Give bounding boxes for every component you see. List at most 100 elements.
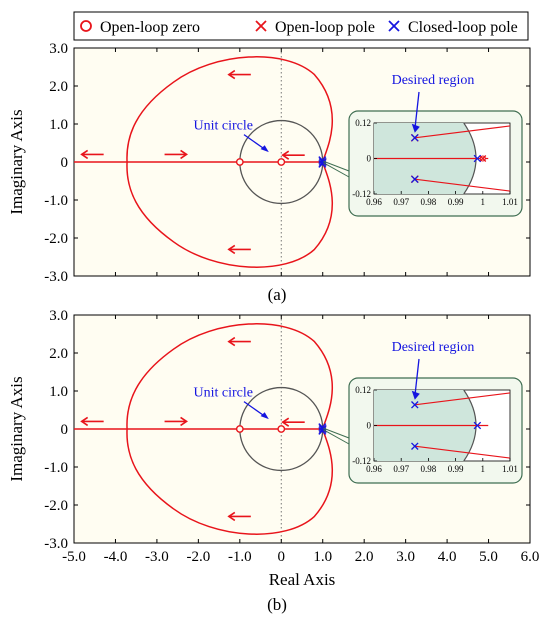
legend-item: Closed-loop pole bbox=[388, 19, 518, 36]
y-tick-label: 0 bbox=[61, 422, 69, 438]
inset-closed-pole-marker bbox=[411, 401, 419, 409]
legend-label: Open-loop pole bbox=[275, 19, 375, 36]
y-tick-label: -1.0 bbox=[44, 460, 68, 476]
y-tick-label: 2.0 bbox=[49, 79, 68, 95]
open-loop-zero-marker bbox=[235, 425, 244, 433]
x-tick-label: 0 bbox=[278, 549, 286, 565]
root-locus-curve bbox=[126, 56, 333, 268]
locus-arrow bbox=[281, 417, 305, 427]
legend-zero-marker bbox=[80, 20, 92, 32]
desired-region-label: Desired region bbox=[392, 340, 475, 355]
inset-y-tick-label: 0.12 bbox=[355, 118, 371, 128]
desired-region-label: Desired region bbox=[392, 73, 475, 88]
x-tick-label: 1.0 bbox=[313, 549, 332, 565]
inset-y-tick-label: 0 bbox=[367, 421, 372, 431]
inset-connector bbox=[323, 160, 350, 172]
inset-x-tick-label: 0.97 bbox=[393, 464, 409, 474]
panel-caption: (b) bbox=[267, 595, 287, 614]
y-tick-label: 0 bbox=[61, 155, 69, 171]
x-tick-label: 3.0 bbox=[396, 549, 415, 565]
inset-zoom: 0.96 0.97 0.98 0.99 1 1.01 0.12 0 -0.12 bbox=[323, 377, 523, 484]
y-tick-label: 3.0 bbox=[49, 308, 68, 324]
y-tick-label: 1.0 bbox=[49, 117, 68, 133]
legend-closed-pole-marker bbox=[388, 20, 400, 32]
inset-connector bbox=[323, 427, 350, 439]
panel-caption: (a) bbox=[268, 285, 287, 304]
unit-circle-arrow bbox=[243, 401, 269, 420]
inset-connector bbox=[323, 429, 350, 445]
legend-item: Open-loop pole bbox=[255, 19, 375, 36]
chart-panel: 3.02.01.00-1.0-2.0-3.0-5.0 -4.0 -3.0 -2.0 -1… bbox=[7, 308, 539, 614]
open-loop-zero-marker bbox=[235, 158, 244, 166]
closed-loop-pole-marker bbox=[318, 424, 327, 434]
root-locus-curve bbox=[126, 323, 333, 535]
inset-connector bbox=[323, 162, 350, 178]
legend-item: Open-loop zero bbox=[80, 19, 200, 36]
x-tick-label: 6.0 bbox=[521, 549, 540, 565]
inset-x-tick-label: 1 bbox=[481, 464, 486, 474]
chart-panel: 3.0 2.0 1.0 0 -1.0 -2.0 -3.0 Imaginary Axis (a) U… bbox=[7, 41, 531, 304]
y-tick-label: -2.0 bbox=[44, 498, 68, 514]
inset-y-tick-label: -0.12 bbox=[352, 456, 371, 466]
x-tick-label: -4.0 bbox=[104, 549, 128, 565]
x-axis-label: Real Axis bbox=[269, 570, 336, 589]
unit-circle-label: Unit circle bbox=[193, 119, 252, 134]
inset-closed-pole-marker bbox=[411, 442, 419, 450]
inset-zoom: 0.96 0.97 0.98 0.99 1 1.01 0.12 0 -0.12 bbox=[323, 110, 523, 217]
inset-x-tick-label: 1 bbox=[481, 197, 486, 207]
y-tick-label: -3.0 bbox=[44, 536, 68, 552]
inset-x-tick-label: 0.97 bbox=[393, 197, 409, 207]
y-tick-label: 3.0 bbox=[49, 41, 68, 57]
locus-arrow bbox=[164, 416, 189, 427]
y-tick-label: -3.0 bbox=[44, 269, 68, 285]
inset-branch bbox=[414, 392, 511, 406]
inset-y-tick-label: 0.12 bbox=[355, 385, 371, 395]
unit-circle-arrow bbox=[243, 134, 269, 153]
desired-region-arrow bbox=[411, 91, 420, 133]
y-tick-label: 1.0 bbox=[49, 384, 68, 400]
inset-x-tick-label: 0.98 bbox=[421, 464, 437, 474]
closed-loop-pole-marker bbox=[318, 157, 327, 167]
inset-y-tick-label: -0.12 bbox=[352, 189, 371, 199]
x-tick-label: 5.0 bbox=[479, 549, 498, 565]
locus-arrow bbox=[227, 244, 251, 255]
x-tick-label: -5.0 bbox=[62, 549, 86, 565]
y-axis-label: Imaginary Axis bbox=[7, 109, 26, 214]
locus-arrow bbox=[227, 511, 251, 522]
inset-x-tick-label: 0.98 bbox=[421, 197, 437, 207]
locus-arrow bbox=[164, 149, 189, 160]
inset-branch bbox=[414, 178, 511, 192]
x-tick-label: 4.0 bbox=[438, 549, 457, 565]
desired-region-arrow bbox=[411, 358, 420, 400]
inset-closed-pole-marker bbox=[411, 134, 419, 142]
locus-arrow bbox=[80, 416, 104, 427]
legend-label: Open-loop zero bbox=[100, 19, 200, 36]
inset-x-tick-label: 1.01 bbox=[502, 197, 518, 207]
open-loop-zero-marker bbox=[277, 158, 286, 166]
inset-x-tick-label: 1.01 bbox=[502, 464, 518, 474]
inset-y-tick-label: 0 bbox=[367, 154, 372, 164]
x-tick-label: -2.0 bbox=[186, 549, 210, 565]
inset-x-tick-label: 0.96 bbox=[366, 197, 382, 207]
legend-box bbox=[73, 11, 529, 41]
y-tick-label: -1.0 bbox=[44, 193, 68, 209]
legend-label: Closed-loop pole bbox=[408, 19, 518, 36]
inset-closed-pole-marker bbox=[473, 421, 482, 430]
y-tick-label: 2.0 bbox=[49, 346, 68, 362]
inset-x-tick-label: 0.99 bbox=[448, 464, 464, 474]
locus-arrow bbox=[227, 69, 251, 80]
inset-closed-pole-marker bbox=[411, 175, 419, 183]
locus-arrow bbox=[281, 150, 305, 160]
locus-arrow bbox=[227, 336, 251, 347]
inset-branch bbox=[414, 125, 511, 139]
inset-x-tick-label: 0.99 bbox=[448, 197, 464, 207]
inset-closed-pole-marker bbox=[473, 154, 482, 163]
legend-open-pole-marker bbox=[255, 20, 267, 32]
x-tick-label: -1.0 bbox=[228, 549, 252, 565]
open-loop-zero-marker bbox=[277, 425, 286, 433]
x-tick-label: -3.0 bbox=[145, 549, 169, 565]
legend: Open-loop zero Open-loop pole Closed-loop … bbox=[73, 11, 529, 41]
unit-circle-label: Unit circle bbox=[193, 386, 252, 401]
inset-x-tick-label: 0.96 bbox=[366, 464, 382, 474]
